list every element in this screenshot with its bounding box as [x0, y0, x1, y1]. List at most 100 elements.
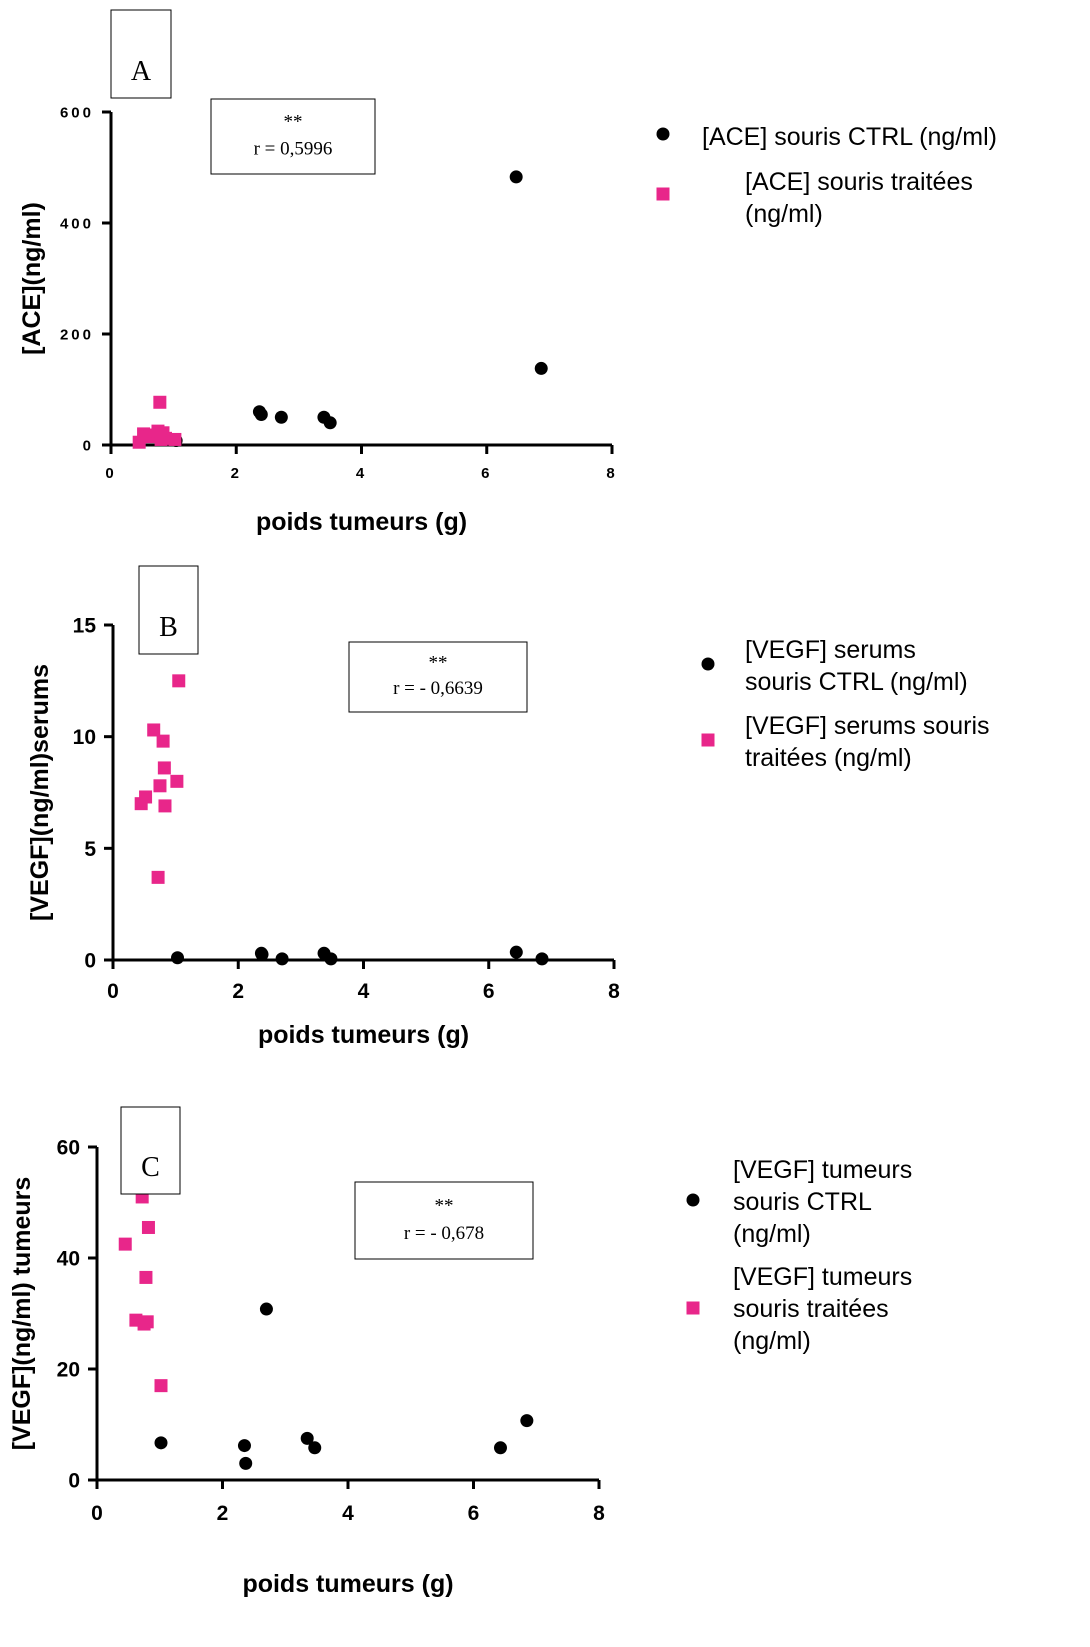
data-point: [323, 416, 337, 430]
legend-marker-treated: [656, 187, 670, 201]
legend-label: [ACE] souris traitées (ng/ml): [745, 168, 973, 228]
x-tick-label: 8: [608, 980, 620, 1003]
x-tick-label: 0: [91, 1502, 103, 1525]
legend-label: [VEGF] serums souris CTRL (ng/ml): [745, 636, 968, 696]
data-point: [139, 1270, 153, 1284]
data-point: [153, 395, 167, 409]
series-treated: [132, 395, 182, 449]
data-point: [170, 774, 184, 788]
x-tick-label: 8: [593, 1502, 605, 1525]
panel-label-box: [110, 9, 172, 99]
data-point: [141, 1220, 155, 1234]
legend-marker-treated: [686, 1301, 700, 1315]
significance-stars: **: [429, 653, 448, 674]
legend: [VEGF] tumeurs souris CTRL (ng/ml) [VEGF] t…: [686, 1156, 912, 1355]
panel-label-box: [138, 565, 199, 655]
chart-panel-c: 0 2 4 6 8 0 20 40 60 poids tumeurs (g) [VEGF](ng/m…: [8, 1106, 912, 1598]
chart-panel-b: 0 2 4 6 8 0 5 10 15 poids tumeurs (g) [VEGF](ng/ml…: [26, 565, 990, 1049]
data-point: [239, 1456, 253, 1470]
data-point: [308, 1441, 322, 1455]
y-tick-label: 600: [60, 104, 94, 121]
data-point: [300, 1431, 314, 1445]
x-tick-label: 2: [232, 980, 244, 1003]
y-tick-label: 0: [84, 950, 96, 973]
series-ctrl: [154, 1302, 534, 1470]
y-axis-title: [VEGF](ng/ml) tumeurs: [8, 1177, 36, 1451]
chart-panel-a: 0 2 4 6 8 0 200 400 600 poids tumeurs (g) [ACE](ng…: [18, 9, 997, 536]
data-point: [154, 1379, 168, 1393]
x-tick-label: 4: [342, 1502, 354, 1525]
significance-stars: **: [284, 112, 303, 133]
legend-label: [VEGF] tumeurs souris CTRL (ng/ml): [733, 1156, 912, 1248]
series-ctrl: [171, 945, 549, 966]
x-tick-label: 6: [468, 1502, 480, 1525]
data-point: [534, 361, 548, 375]
x-axis-title: poids tumeurs (g): [242, 1570, 453, 1598]
data-point: [237, 1439, 251, 1453]
legend-label: [ACE] souris CTRL (ng/ml): [702, 123, 997, 151]
panel-label: A: [131, 56, 152, 87]
data-point: [172, 674, 186, 688]
y-tick-label: 5: [84, 838, 96, 861]
panel-label: B: [159, 612, 178, 643]
significance-stars: **: [435, 1195, 454, 1216]
x-tick-label: 4: [356, 465, 367, 482]
data-point: [154, 1436, 168, 1450]
correlation-value: r = - 0,678: [404, 1223, 484, 1244]
data-point: [168, 432, 182, 446]
y-axis-title: [VEGF](ng/ml)serums: [26, 664, 54, 921]
data-point: [324, 952, 338, 966]
y-axis-title: [ACE](ng/ml): [18, 202, 46, 355]
legend-marker-treated: [701, 733, 715, 747]
data-point: [275, 952, 289, 966]
data-point: [259, 1302, 273, 1316]
legend-label: [VEGF] serums souris traitées (ng/ml): [745, 712, 990, 772]
x-axis-title: poids tumeurs (g): [256, 508, 467, 536]
y-tick-label: 0: [68, 1470, 80, 1493]
data-point: [153, 779, 167, 793]
x-tick-label: 8: [606, 465, 617, 482]
legend-label: [VEGF] tumeurs souris traitées (ng/ml): [733, 1263, 912, 1355]
stat-box: [354, 1181, 534, 1260]
data-point: [535, 952, 549, 966]
x-tick-label: 0: [107, 980, 119, 1003]
data-point: [254, 407, 268, 421]
x-tick-label: 4: [358, 980, 370, 1003]
data-point: [520, 1414, 534, 1428]
x-tick-label: 6: [483, 980, 495, 1003]
series-treated: [134, 674, 186, 884]
y-tick-label: 60: [57, 1137, 80, 1160]
data-point: [156, 734, 170, 748]
x-axis-title: poids tumeurs (g): [258, 1021, 469, 1049]
y-tick-label: 200: [60, 326, 94, 343]
legend-marker-ctrl: [686, 1193, 700, 1207]
data-point: [274, 410, 288, 424]
x-tick-label: 2: [217, 1502, 229, 1525]
series-treated: [118, 1190, 168, 1393]
y-tick-label: 40: [57, 1248, 80, 1271]
legend-marker-ctrl: [656, 127, 670, 141]
correlation-value: r = - 0,6639: [393, 678, 483, 699]
legend-marker-ctrl: [701, 657, 715, 671]
y-tick-label: 15: [73, 615, 97, 638]
data-point: [509, 945, 523, 959]
data-point: [147, 723, 161, 737]
stat-box: [348, 641, 528, 713]
data-point: [493, 1441, 507, 1455]
legend: [VEGF] serums souris CTRL (ng/ml) [VEGF] s…: [701, 636, 990, 772]
x-tick-label: 0: [105, 465, 116, 482]
data-point: [158, 799, 172, 813]
x-tick-label: 2: [231, 465, 242, 482]
data-point: [509, 170, 523, 184]
data-point: [140, 1315, 154, 1329]
y-tick-label: 400: [60, 215, 94, 232]
data-point: [118, 1237, 132, 1251]
panel-label: C: [141, 1152, 160, 1183]
panel-label-box: [120, 1106, 181, 1195]
stat-box: [210, 98, 376, 175]
data-point: [139, 790, 153, 804]
x-tick-label: 6: [481, 465, 492, 482]
data-point: [171, 951, 185, 965]
data-point: [151, 870, 165, 884]
